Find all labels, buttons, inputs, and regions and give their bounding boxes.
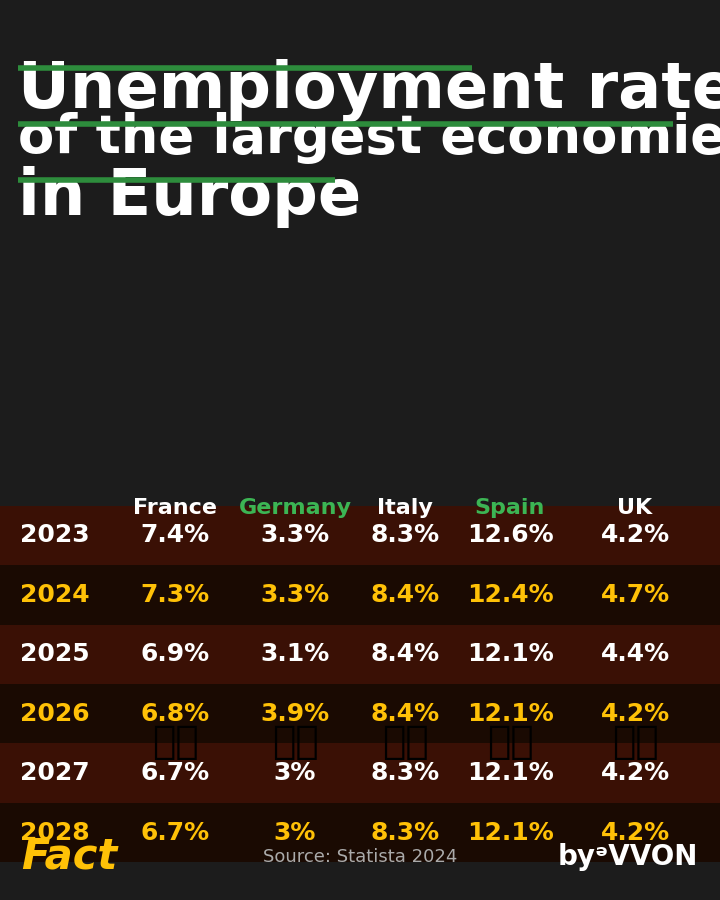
Text: 8.3%: 8.3% (370, 821, 440, 844)
Text: 🇬🇧: 🇬🇧 (611, 724, 658, 761)
Text: 12.1%: 12.1% (467, 821, 554, 844)
Text: Germany: Germany (238, 499, 351, 518)
Text: 6.8%: 6.8% (140, 702, 210, 725)
FancyBboxPatch shape (0, 565, 720, 625)
Text: 7.4%: 7.4% (140, 524, 210, 547)
Text: France: France (133, 499, 217, 518)
Text: 12.1%: 12.1% (467, 761, 554, 785)
FancyBboxPatch shape (0, 684, 720, 743)
Text: 🇮🇹: 🇮🇹 (382, 724, 428, 761)
Text: 2026: 2026 (20, 702, 90, 725)
Text: 12.1%: 12.1% (467, 643, 554, 666)
Text: 3.1%: 3.1% (261, 643, 330, 666)
Text: 6.9%: 6.9% (140, 643, 210, 666)
Text: 8.4%: 8.4% (370, 643, 440, 666)
Text: 🇪🇸: 🇪🇸 (487, 724, 534, 761)
Text: 2027: 2027 (20, 761, 90, 785)
Text: 3.3%: 3.3% (261, 524, 330, 547)
Text: Italy: Italy (377, 499, 433, 518)
Text: 6.7%: 6.7% (140, 761, 210, 785)
Text: 4.7%: 4.7% (600, 583, 670, 607)
Text: 2024: 2024 (20, 583, 90, 607)
Text: of the largest economies: of the largest economies (18, 112, 720, 165)
Text: 2025: 2025 (20, 643, 90, 666)
Text: 🇩🇪: 🇩🇪 (271, 724, 318, 761)
FancyBboxPatch shape (0, 743, 720, 803)
Text: 2028: 2028 (20, 821, 90, 844)
Text: 8.4%: 8.4% (370, 702, 440, 725)
Text: 8.3%: 8.3% (370, 524, 440, 547)
Text: Fact: Fact (22, 836, 118, 878)
FancyBboxPatch shape (0, 625, 720, 684)
Text: 8.4%: 8.4% (370, 583, 440, 607)
Text: 12.4%: 12.4% (467, 583, 553, 607)
Text: 4.2%: 4.2% (600, 761, 670, 785)
Text: 4.2%: 4.2% (600, 821, 670, 844)
Text: in Europe: in Europe (18, 166, 361, 229)
Text: 🇫🇷: 🇫🇷 (152, 724, 199, 761)
Text: 3.3%: 3.3% (261, 583, 330, 607)
Text: 3.9%: 3.9% (261, 702, 330, 725)
Text: Unemployment rate: Unemployment rate (18, 58, 720, 122)
Text: 8.3%: 8.3% (370, 761, 440, 785)
Text: 12.6%: 12.6% (467, 524, 553, 547)
Text: 4.4%: 4.4% (600, 643, 670, 666)
Text: 6.7%: 6.7% (140, 821, 210, 844)
FancyBboxPatch shape (0, 506, 720, 565)
Text: 7.3%: 7.3% (140, 583, 210, 607)
Text: 12.1%: 12.1% (467, 702, 554, 725)
Text: byᵊVVON: byᵊVVON (558, 842, 698, 871)
Text: Spain: Spain (474, 499, 545, 518)
Text: 4.2%: 4.2% (600, 524, 670, 547)
Text: 3%: 3% (274, 821, 316, 844)
Text: Source: Statista 2024: Source: Statista 2024 (263, 848, 457, 866)
Text: UK: UK (618, 499, 652, 518)
Text: 4.2%: 4.2% (600, 702, 670, 725)
Text: 3%: 3% (274, 761, 316, 785)
Text: 2023: 2023 (20, 524, 90, 547)
FancyBboxPatch shape (0, 803, 720, 862)
